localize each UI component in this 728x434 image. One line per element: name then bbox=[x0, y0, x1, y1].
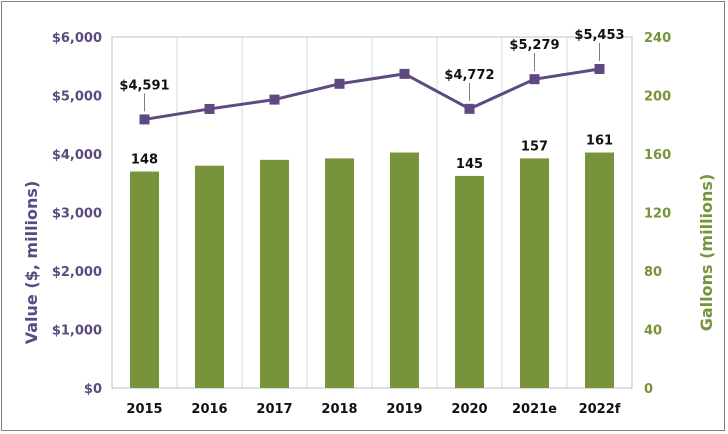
bar-gallons bbox=[520, 158, 549, 388]
y-tick-label-left: $2,000 bbox=[52, 265, 102, 280]
line-marker bbox=[269, 94, 280, 105]
line-data-label: $4,772 bbox=[444, 68, 494, 83]
y-tick-label-right: 240 bbox=[644, 31, 671, 46]
line-value-series bbox=[144, 67, 600, 121]
y-tick-label-left: $6,000 bbox=[52, 31, 102, 46]
y-axis-title-right: Gallons (millions) bbox=[697, 174, 716, 332]
y-tick-label-left: $3,000 bbox=[52, 207, 102, 222]
line-marker bbox=[529, 74, 540, 85]
bar-gallons bbox=[195, 165, 224, 388]
y-tick-label-left: $1,000 bbox=[52, 324, 102, 339]
y-tick-label-right: 160 bbox=[644, 148, 671, 163]
y-tick-label-left: $5,000 bbox=[52, 90, 102, 105]
bar-data-label: 157 bbox=[521, 139, 548, 154]
bar-gallons bbox=[455, 175, 484, 388]
bar-data-label: 145 bbox=[456, 157, 483, 172]
x-tick-label: 2017 bbox=[256, 402, 292, 417]
bar-gallons bbox=[585, 152, 614, 388]
line-marker bbox=[399, 68, 410, 79]
x-tick-label: 2019 bbox=[386, 402, 422, 417]
y-tick-label-left: $4,000 bbox=[52, 148, 102, 163]
y-tick-label-left: $0 bbox=[84, 382, 102, 397]
bar-data-label: 161 bbox=[586, 134, 613, 149]
line-marker bbox=[139, 114, 150, 125]
x-tick-label: 2015 bbox=[126, 402, 162, 417]
line-marker bbox=[594, 63, 605, 74]
y-tick-label-right: 120 bbox=[644, 207, 671, 222]
line-data-label: $5,279 bbox=[509, 38, 559, 53]
line-data-label: $4,591 bbox=[119, 78, 169, 93]
line-marker bbox=[204, 103, 215, 114]
bar-gallons bbox=[260, 159, 289, 388]
x-tick-label: 2018 bbox=[321, 402, 357, 417]
bar-gallons bbox=[130, 171, 159, 388]
x-tick-label: 2021e bbox=[512, 402, 557, 417]
bar-data-label: 148 bbox=[131, 153, 158, 168]
plot-area bbox=[111, 36, 633, 389]
y-tick-label-right: 0 bbox=[644, 382, 653, 397]
y-tick-label-right: 200 bbox=[644, 90, 671, 105]
bar-gallons bbox=[325, 158, 354, 388]
line-marker bbox=[464, 103, 475, 114]
bar-gallons bbox=[390, 152, 419, 388]
line-data-label: $5,453 bbox=[574, 28, 624, 43]
y-tick-label-right: 40 bbox=[644, 324, 662, 339]
y-tick-label-right: 80 bbox=[644, 265, 662, 280]
x-tick-label: 2020 bbox=[451, 402, 487, 417]
x-tick-label: 2016 bbox=[191, 402, 227, 417]
line-marker bbox=[334, 78, 345, 89]
x-tick-label: 2022f bbox=[579, 402, 621, 417]
y-axis-title-left: Value ($, millions) bbox=[22, 181, 41, 345]
